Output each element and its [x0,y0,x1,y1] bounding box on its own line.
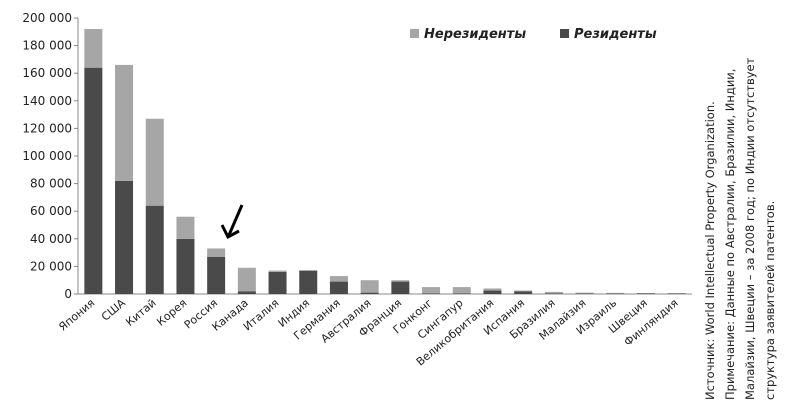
y-tick-label: 100 000 [22,149,72,163]
bar-segment [329,276,348,282]
y-tick-label: 40 000 [30,232,72,246]
bar-segment [176,238,195,294]
bar-segment [422,287,441,294]
x-tick-label: Япония [56,296,97,333]
bar-segment [176,216,195,239]
bar-segment [391,280,410,282]
bar-segment [329,281,348,294]
bar-segment [299,270,318,294]
note: Примечание: Данные по Австралии, Бразили… [723,69,737,400]
bar-segment [84,67,103,295]
y-tick-label: 200 000 [22,11,72,25]
bar-segment [268,270,287,272]
bar-segment [391,281,410,294]
x-tick-label: Китай [123,296,158,329]
bar-segment [575,292,594,294]
legend-swatch [560,29,569,38]
y-tick-label: 140 000 [22,94,72,108]
y-tick-label: 60 000 [30,204,72,218]
bar-segment [544,291,563,294]
y-tick-label: 180 000 [22,39,72,53]
bar-segment [115,180,134,294]
bar-segment [636,293,655,294]
note: Малайзии, Швеции – за 2008 год; по Индии… [743,57,757,400]
bar-segment [207,248,226,257]
bar-segment [667,293,686,294]
bar-segment [422,293,441,294]
bar-segment [360,280,379,293]
y-tick-label: 20 000 [30,259,72,273]
bar-segment [237,267,256,292]
note: структура заявителей патентов. [763,201,777,400]
bar-segment [483,288,502,291]
bar-segment [268,271,287,294]
legend-label: Нерезиденты [424,27,526,42]
legend-label: Резиденты [574,27,657,42]
bar-segment [452,293,471,294]
bar-segment [145,205,164,294]
note: Источник: World Intellectual Property Or… [703,101,717,400]
bar-segment [514,291,533,294]
bar-segment [207,256,226,294]
y-tick-label: 0 [64,287,72,301]
y-tick-label: 160 000 [22,66,72,80]
bar-segment [360,292,379,294]
legend-swatch [410,29,419,38]
bar-segment [237,291,256,294]
arrow [220,204,244,240]
bar-segment [483,290,502,294]
y-tick-label: 120 000 [22,121,72,135]
bar-segment [145,118,164,206]
bar-segment [606,292,625,294]
bar-segment [544,293,563,294]
bar-segment [514,290,533,292]
bar-segment [452,287,471,294]
bar-segment [84,29,103,68]
bar-segment [115,64,134,181]
y-tick-label: 80 000 [30,177,72,191]
